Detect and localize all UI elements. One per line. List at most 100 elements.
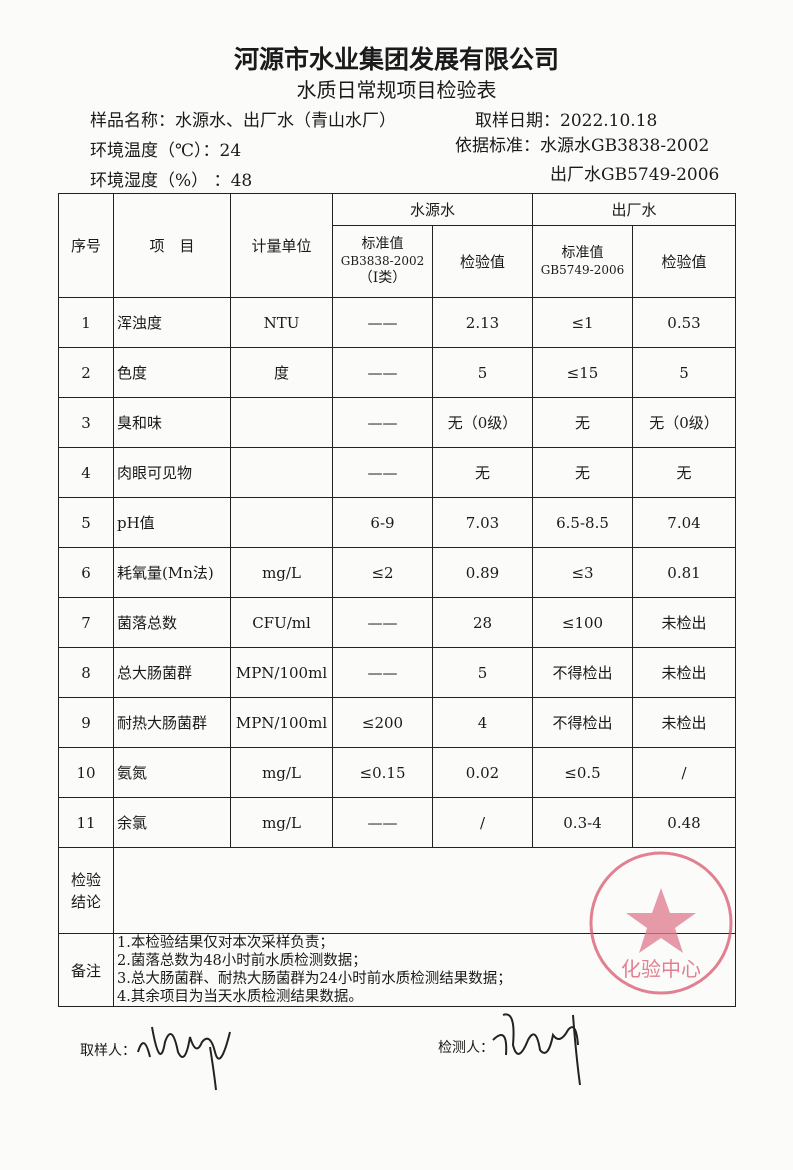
- sample-name-value: 水源水、出厂水（青山水厂）: [175, 111, 396, 131]
- cell-no: 11: [58, 797, 114, 848]
- standard: 依据标准：水源水GB3838-2002: [455, 131, 709, 156]
- official-seal: 化验中心: [589, 851, 733, 995]
- cell-src-std: ——: [332, 647, 433, 698]
- cell-src-std: ——: [332, 597, 433, 648]
- conclusion-label: 检验结论: [58, 847, 114, 934]
- sampler-label: 取样人：: [80, 1043, 136, 1059]
- cell-no: 4: [58, 447, 114, 498]
- cell-no: 8: [58, 647, 114, 698]
- table-row: 10 氨氮 mg/L ≤0.15 0.02 ≤0.5/: [58, 747, 736, 798]
- cell-src-val: 无（0级）: [432, 397, 533, 448]
- cell-out-std: ≤100: [532, 597, 633, 648]
- cell-unit: 度: [230, 347, 333, 398]
- cell-out-val: 0.48: [632, 797, 736, 848]
- cell-out-val: 0.53: [632, 297, 736, 348]
- table-row: 4 肉眼可见物 —— 无无无: [58, 447, 736, 498]
- output-std-line2: GB5749-2006: [540, 262, 625, 277]
- header-output-standard: 标准值 GB5749-2006: [532, 225, 633, 298]
- standard-source: 水源水GB3838-2002: [540, 136, 710, 156]
- header-output-value: 检验值: [632, 225, 736, 298]
- cell-unit: mg/L: [230, 747, 333, 798]
- cell-no: 10: [58, 747, 114, 798]
- table-row: 5 pH值 6-9 7.03 6.5-8.5 7.04: [58, 497, 736, 548]
- cell-src-val: /: [432, 797, 533, 848]
- source-std-line3: （Ⅰ类）: [358, 270, 407, 286]
- cell-unit: mg/L: [230, 797, 333, 848]
- cell-item: 耐热大肠菌群: [113, 697, 231, 748]
- note-1: 1.本检验结果仅对本次采样负责；: [117, 935, 334, 951]
- table-row: 11 余氯 mg/L ——/0.3-4 0.48: [58, 797, 736, 848]
- cell-out-std: ≤3: [532, 547, 633, 598]
- cell-src-std: ——: [332, 297, 433, 348]
- table-row: 2 色度度 —— 5 ≤15 5: [58, 347, 736, 398]
- conclusion-label-text: 检验结论: [70, 870, 101, 911]
- cell-no: 1: [58, 297, 114, 348]
- cell-src-val: 5: [432, 647, 533, 698]
- temperature: 环境温度（℃）：24: [90, 136, 241, 161]
- company-title: 河源市水业集团发展有限公司: [233, 45, 559, 74]
- header-source-value: 检验值: [432, 225, 533, 298]
- cell-src-val: 28: [432, 597, 533, 648]
- cell-src-std: ≤2: [332, 547, 433, 598]
- cell-unit: NTU: [230, 297, 333, 348]
- source-std-line2: GB3838-2002: [340, 254, 425, 268]
- cell-no: 2: [58, 347, 114, 398]
- sampler-signature: [137, 1026, 231, 1091]
- conclusion-value: [113, 847, 736, 934]
- cell-out-val: 5: [632, 347, 736, 398]
- cell-out-std: 6.5-8.5: [532, 497, 633, 548]
- header-item: 项 目: [113, 193, 231, 298]
- table-row: 6 耗氧量(Mn法) mg/L ≤2 0.89 ≤3 0.81: [58, 547, 736, 598]
- cell-unit: mg/L: [230, 547, 333, 598]
- cell-no: 6: [58, 547, 114, 598]
- cell-item: 总大肠菌群: [113, 647, 231, 698]
- cell-item: 菌落总数: [113, 597, 231, 648]
- cell-src-std: 6-9: [332, 497, 433, 548]
- cell-no: 9: [58, 697, 114, 748]
- temperature-label: 环境温度（℃）：: [90, 141, 220, 161]
- note-4: 4.其余项目为当天水质检测结果数据。: [117, 989, 363, 1005]
- cell-src-val: 0.89: [432, 547, 533, 598]
- cell-unit: [230, 447, 333, 498]
- cell-item: 色度: [113, 347, 231, 398]
- note-2: 2.菌落总数为48小时前水质检测数据；: [117, 953, 367, 969]
- standard-output: 出厂水GB5749-2006: [550, 165, 720, 185]
- notes-label: 备注: [58, 933, 114, 1007]
- cell-no: 3: [58, 397, 114, 448]
- temperature-value: 24: [219, 141, 242, 161]
- table-row: 7 菌落总数 CFU/ml —— 28 ≤100 未检出: [58, 597, 736, 648]
- cell-unit: [230, 397, 333, 448]
- table-row: 1 浑浊度 NTU —— 2.13 ≤1 0.53: [58, 297, 736, 348]
- cell-item: 氨氮: [113, 747, 231, 798]
- cell-src-val: 2.13: [432, 297, 533, 348]
- header-source-standard: 标准值 GB3838-2002 （Ⅰ类）: [332, 225, 433, 298]
- cell-out-std: ≤0.5: [532, 747, 633, 798]
- cell-out-val: 未检出: [632, 697, 736, 748]
- cell-out-std: 不得检出: [532, 697, 633, 748]
- cell-out-std: ≤1: [532, 297, 633, 348]
- cell-src-val: 无: [432, 447, 533, 498]
- cell-out-std: ≤15: [532, 347, 633, 398]
- cell-unit: CFU/ml: [230, 597, 333, 648]
- cell-out-std: 0.3-4: [532, 797, 633, 848]
- humidity: 环境湿度（%） ：48: [90, 166, 252, 191]
- cell-out-std: 无: [532, 397, 633, 448]
- cell-src-std: ——: [332, 347, 433, 398]
- cell-item: pH值: [113, 497, 231, 548]
- cell-src-std: ——: [332, 447, 433, 498]
- cell-out-std: 不得检出: [532, 647, 633, 698]
- cell-unit: MPN/100ml: [230, 647, 333, 698]
- cell-src-val: 7.03: [432, 497, 533, 548]
- table-row: 9 耐热大肠菌群 MPN/100ml ≤200 4 不得检出 未检出: [58, 697, 736, 748]
- cell-no: 7: [58, 597, 114, 648]
- note-3: 3.总大肠菌群、耐热大肠菌群为24小时前水质检测结果数据；: [117, 971, 512, 987]
- form-title: 水质日常规项目检验表: [296, 78, 497, 102]
- notes: 1.本检验结果仅对本次采样负责； 2.菌落总数为48小时前水质检测数据； 3.总…: [113, 933, 736, 1007]
- cell-item: 肉眼可见物: [113, 447, 231, 498]
- humidity-label: 环境湿度（%） ：: [90, 171, 231, 191]
- header-source-water: 水源水: [332, 193, 533, 226]
- cell-out-val: /: [632, 747, 736, 798]
- inspection-table: 序号 项 目 计量单位 水源水 出厂水 标准值 GB3838-2002 （Ⅰ类） 检…: [58, 193, 736, 1007]
- cell-src-val: 4: [432, 697, 533, 748]
- cell-src-std: ——: [332, 397, 433, 448]
